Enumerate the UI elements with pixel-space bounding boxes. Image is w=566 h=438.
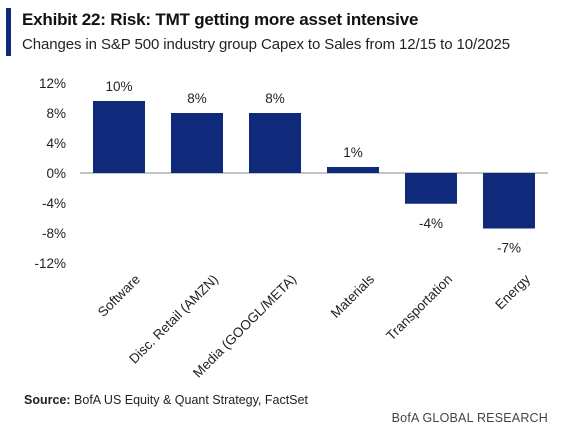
data-label: 8% [187,91,207,106]
source-note: Source: BofA US Equity & Quant Strategy,… [24,393,308,407]
chart-title: Exhibit 22: Risk: TMT getting more asset… [22,10,419,29]
source-label: Source: [24,393,71,407]
data-label: 8% [265,91,285,106]
y-tick-label: 12% [39,76,66,91]
y-tick-label: -4% [42,196,66,211]
data-label: 1% [343,145,363,160]
bar [327,167,379,173]
x-tick-label: Energy [492,271,533,312]
brand-footer: BofA GLOBAL RESEARCH [391,411,548,425]
x-tick-label: Transportation [383,272,455,344]
y-tick-label: -12% [34,256,66,271]
bar [171,113,223,173]
data-label: -7% [497,241,521,256]
source-text: BofA US Equity & Quant Strategy, FactSet [74,393,308,407]
y-tick-label: 8% [46,106,66,121]
y-tick-label: -8% [42,226,66,241]
data-label: -4% [419,216,443,231]
bar [249,113,301,173]
y-tick-label: 0% [46,166,66,181]
x-tick-label: Software [95,272,143,320]
data-label: 10% [105,79,132,94]
bar [93,101,145,173]
chart-subtitle: Changes in S&P 500 industry group Capex … [22,36,511,53]
y-tick-label: 4% [46,136,66,151]
bar [405,173,457,204]
bar [483,173,535,229]
title-accent-bar [6,8,11,56]
x-tick-label: Materials [328,271,378,321]
